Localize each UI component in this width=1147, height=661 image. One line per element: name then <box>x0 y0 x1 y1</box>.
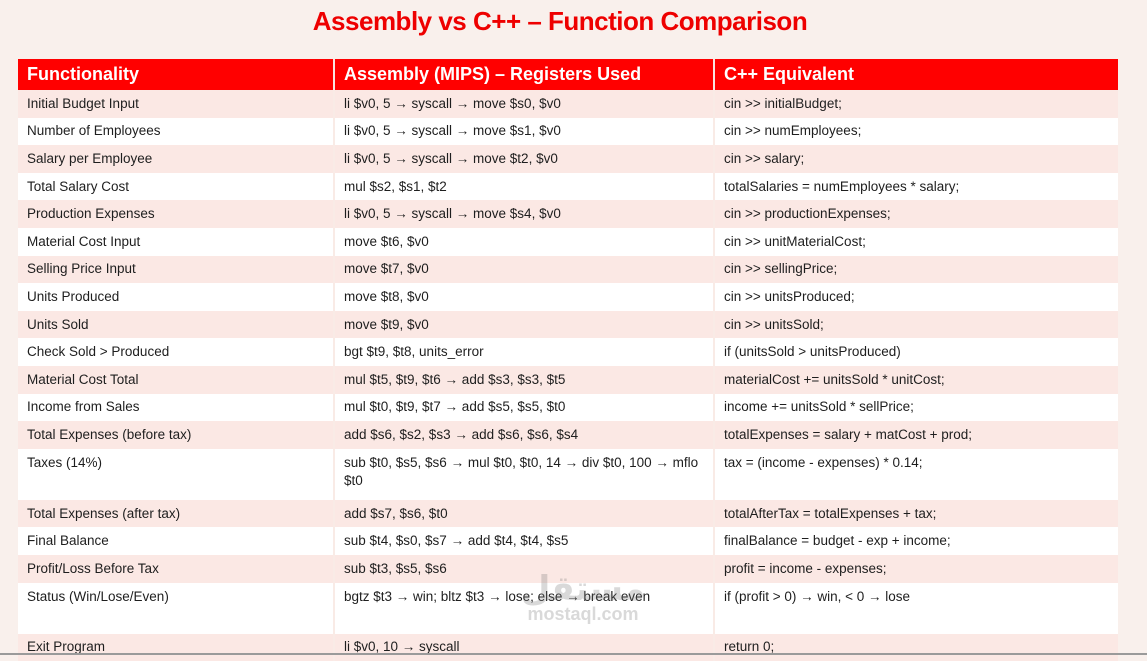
header-functionality: Functionality <box>18 59 334 90</box>
table-row: Total Expenses (after tax)add $s7, $s6, … <box>18 500 1118 528</box>
assembly-cell: li $v0, 5 → syscall → move $s4, $v0 <box>334 200 714 228</box>
assembly-cell: sub $t0, $s5, $s6 → mul $t0, $t0, 14 → d… <box>334 449 714 500</box>
cpp-cell: materialCost += unitsSold * unitCost; <box>714 366 1118 394</box>
functionality-cell: Check Sold > Produced <box>18 338 334 366</box>
cpp-cell: cin >> unitMaterialCost; <box>714 228 1118 256</box>
functionality-cell: Number of Employees <box>18 118 334 146</box>
functionality-cell: Status (Win/Lose/Even) <box>18 583 334 634</box>
cpp-cell: finalBalance = budget - exp + income; <box>714 527 1118 555</box>
cpp-cell: cin >> salary; <box>714 145 1118 173</box>
functionality-cell: Selling Price Input <box>18 256 334 284</box>
functionality-cell: Income from Sales <box>18 394 334 422</box>
cpp-cell: cin >> productionExpenses; <box>714 200 1118 228</box>
assembly-cell: mul $t0, $t9, $t7 → add $s5, $s5, $t0 <box>334 394 714 422</box>
cpp-cell: cin >> sellingPrice; <box>714 256 1118 284</box>
assembly-cell: move $t8, $v0 <box>334 283 714 311</box>
assembly-cell: mul $s2, $s1, $t2 <box>334 173 714 201</box>
functionality-cell: Material Cost Input <box>18 228 334 256</box>
assembly-cell: bgtz $t3 → win; bltz $t3 → lose; else → … <box>334 583 714 634</box>
cpp-cell: cin >> initialBudget; <box>714 90 1118 118</box>
functionality-cell: Profit/Loss Before Tax <box>18 555 334 583</box>
assembly-cell: li $v0, 5 → syscall → move $t2, $v0 <box>334 145 714 173</box>
table-row: Status (Win/Lose/Even)bgtz $t3 → win; bl… <box>18 583 1118 634</box>
functionality-cell: Total Salary Cost <box>18 173 334 201</box>
functionality-cell: Taxes (14%) <box>18 449 334 500</box>
cpp-cell: income += unitsSold * sellPrice; <box>714 394 1118 422</box>
cpp-cell: cin >> unitsSold; <box>714 311 1118 339</box>
cpp-cell: totalExpenses = salary + matCost + prod; <box>714 421 1118 449</box>
table-header-row: Functionality Assembly (MIPS) – Register… <box>18 59 1118 90</box>
functionality-cell: Salary per Employee <box>18 145 334 173</box>
functionality-cell: Final Balance <box>18 527 334 555</box>
functionality-cell: Initial Budget Input <box>18 90 334 118</box>
functionality-cell: Production Expenses <box>18 200 334 228</box>
assembly-cell: sub $t4, $s0, $s7 → add $t4, $t4, $s5 <box>334 527 714 555</box>
assembly-cell: move $t6, $v0 <box>334 228 714 256</box>
comparison-table: Functionality Assembly (MIPS) – Register… <box>18 59 1118 661</box>
table-row: Total Expenses (before tax)add $s6, $s2,… <box>18 421 1118 449</box>
cpp-cell: if (unitsSold > unitsProduced) <box>714 338 1118 366</box>
functionality-cell: Total Expenses (before tax) <box>18 421 334 449</box>
functionality-cell: Material Cost Total <box>18 366 334 394</box>
functionality-cell: Total Expenses (after tax) <box>18 500 334 528</box>
cpp-cell: totalSalaries = numEmployees * salary; <box>714 173 1118 201</box>
cpp-cell: cin >> numEmployees; <box>714 118 1118 146</box>
header-cpp: C++ Equivalent <box>714 59 1118 90</box>
cpp-cell: if (profit > 0) → win, < 0 → lose <box>714 583 1118 634</box>
table-row: Taxes (14%)sub $t0, $s5, $s6 → mul $t0, … <box>18 449 1118 500</box>
assembly-cell: move $t9, $v0 <box>334 311 714 339</box>
assembly-cell: li $v0, 5 → syscall → move $s1, $v0 <box>334 118 714 146</box>
assembly-cell: add $s6, $s2, $s3 → add $s6, $s6, $s4 <box>334 421 714 449</box>
header-assembly: Assembly (MIPS) – Registers Used <box>334 59 714 90</box>
assembly-cell: bgt $t9, $t8, units_error <box>334 338 714 366</box>
cpp-cell: totalAfterTax = totalExpenses + tax; <box>714 500 1118 528</box>
bottom-divider <box>0 653 1147 655</box>
cpp-cell: profit = income - expenses; <box>714 555 1118 583</box>
assembly-cell: move $t7, $v0 <box>334 256 714 284</box>
assembly-cell: mul $t5, $t9, $t6 → add $s3, $s3, $t5 <box>334 366 714 394</box>
assembly-cell: add $s7, $s6, $t0 <box>334 500 714 528</box>
functionality-cell: Units Sold <box>18 311 334 339</box>
cpp-cell: tax = (income - expenses) * 0.14; <box>714 449 1118 500</box>
cpp-cell: cin >> unitsProduced; <box>714 283 1118 311</box>
page-title: Assembly vs C++ – Function Comparison <box>0 4 1120 38</box>
assembly-cell: sub $t3, $s5, $s6 <box>334 555 714 583</box>
assembly-cell: li $v0, 5 → syscall → move $s0, $v0 <box>334 90 714 118</box>
functionality-cell: Units Produced <box>18 283 334 311</box>
